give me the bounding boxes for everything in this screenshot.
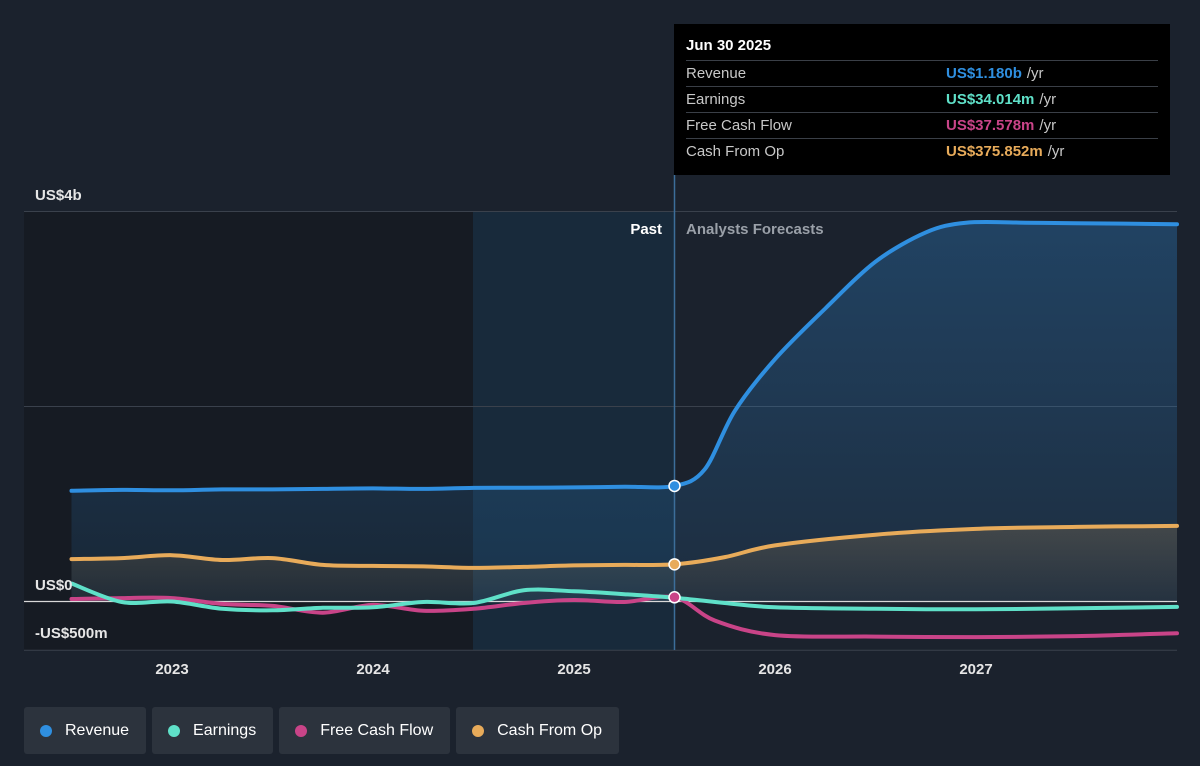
series-lines (69, 219, 1179, 640)
tooltip-date: Jun 30 2025 (686, 37, 772, 54)
past-label: Past (630, 221, 662, 238)
free-cash-flow-marker (668, 591, 681, 604)
tooltip-row-label: Earnings (686, 91, 746, 108)
tooltip-row-revenue: Revenue US$1.180b /yr (686, 60, 1158, 86)
tooltip-row-label: Free Cash Flow (686, 117, 792, 134)
cash-from-op-marker (668, 558, 681, 571)
legend-dot-icon (168, 724, 181, 737)
legend-dot-icon (295, 724, 308, 737)
legend-dot-icon (472, 724, 485, 737)
revenue-marker (668, 479, 681, 493)
tooltip-row-unit: /yr (1026, 65, 1044, 82)
legend-item-earnings[interactable]: Earnings (152, 707, 274, 754)
highlight-markers (668, 479, 681, 604)
legend-item-cash-from-op[interactable]: Cash From Op (456, 707, 620, 754)
legend: Revenue Earnings Free Cash Flow Cash Fro… (24, 707, 620, 754)
x-axis-label: 2025 (557, 661, 590, 678)
tooltip-row-earnings: Earnings US$34.014m /yr (686, 86, 1158, 112)
y-axis-label: US$0 (35, 577, 73, 594)
tooltip-row-cash-from-op: Cash From Op US$375.852m /yr (686, 138, 1158, 164)
cash-from-op-line (69, 523, 1179, 570)
legend-label: Earnings (193, 721, 257, 739)
x-axis-label: 2026 (758, 661, 791, 678)
tooltip-row-value: US$34.014m (946, 91, 1035, 108)
revenue-line (69, 219, 1179, 493)
x-axis-label: 2024 (356, 661, 390, 678)
tooltip-row-value: US$375.852m (946, 143, 1043, 160)
y-axis-label: -US$500m (35, 625, 108, 642)
tooltip-row-free-cash-flow: Free Cash Flow US$37.578m /yr (686, 112, 1158, 138)
legend-item-revenue[interactable]: Revenue (24, 707, 147, 754)
x-axis-labels: 2023 2024 2025 2026 2027 (155, 661, 992, 678)
forecast-label: Analysts Forecasts (686, 221, 824, 238)
legend-label: Revenue (65, 721, 130, 739)
legend-label: Cash From Op (497, 721, 603, 739)
cash-from-op-area (71, 525, 1177, 601)
legend-dot-icon (40, 724, 52, 737)
x-axis-label: 2023 (155, 661, 188, 678)
series-areas (71, 221, 1177, 602)
y-axis-label: US$4b (35, 187, 82, 204)
free-cash-flow-line (69, 594, 1179, 640)
tooltip: Jun 30 2025 Revenue US$1.180b /yr Earnin… (674, 24, 1170, 175)
legend-label: Free Cash Flow (320, 721, 434, 739)
tooltip-row-value: US$37.578m (946, 117, 1035, 134)
tooltip-row-label: Revenue (686, 65, 747, 82)
x-axis-label: 2027 (959, 661, 992, 678)
tooltip-row-value: US$1.180b (946, 65, 1022, 82)
chart: Past Analysts Forecasts US$4b US$0 -US$500… (24, 175, 1179, 678)
revenue-area (71, 221, 1177, 602)
legend-item-free-cash-flow[interactable]: Free Cash Flow (279, 707, 451, 754)
tooltip-row-unit: /yr (1039, 91, 1057, 108)
tooltip-row-unit: /yr (1047, 143, 1065, 160)
y-axis-labels: US$4b US$0 -US$500m (35, 187, 108, 642)
tooltip-row-unit: /yr (1039, 117, 1057, 134)
earnings-line (69, 581, 1179, 613)
tooltip-row-label: Cash From Op (686, 143, 785, 160)
